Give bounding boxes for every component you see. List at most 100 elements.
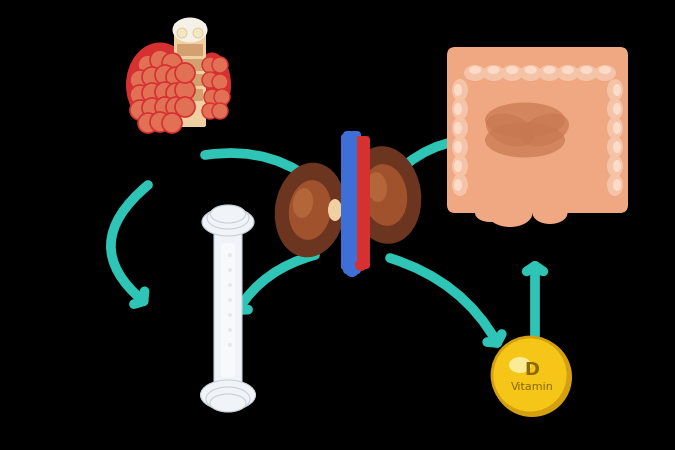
Circle shape [202, 103, 218, 119]
Circle shape [162, 113, 182, 133]
Ellipse shape [562, 66, 574, 74]
Circle shape [228, 313, 232, 317]
Circle shape [175, 63, 195, 83]
Circle shape [177, 28, 187, 38]
Circle shape [228, 328, 232, 332]
Circle shape [228, 343, 232, 347]
FancyBboxPatch shape [177, 59, 203, 71]
Ellipse shape [613, 122, 621, 134]
FancyBboxPatch shape [353, 136, 370, 269]
Ellipse shape [210, 394, 246, 412]
Ellipse shape [452, 155, 468, 177]
Ellipse shape [487, 199, 533, 227]
Circle shape [130, 100, 150, 120]
Circle shape [142, 98, 162, 118]
Ellipse shape [452, 136, 468, 158]
Ellipse shape [207, 207, 249, 229]
Circle shape [228, 283, 232, 287]
FancyBboxPatch shape [177, 44, 203, 56]
FancyBboxPatch shape [221, 243, 235, 377]
Circle shape [138, 113, 158, 133]
Circle shape [212, 103, 228, 119]
Ellipse shape [607, 136, 623, 158]
Ellipse shape [173, 18, 207, 42]
Ellipse shape [452, 98, 468, 120]
Ellipse shape [575, 65, 597, 81]
Ellipse shape [538, 65, 560, 81]
Ellipse shape [521, 113, 569, 147]
Circle shape [204, 89, 220, 105]
Ellipse shape [206, 387, 250, 411]
FancyBboxPatch shape [177, 89, 203, 101]
Ellipse shape [469, 66, 481, 74]
Ellipse shape [454, 84, 462, 96]
FancyBboxPatch shape [447, 47, 628, 213]
Ellipse shape [501, 65, 523, 81]
Text: D: D [524, 361, 539, 379]
Circle shape [166, 97, 186, 117]
Ellipse shape [607, 174, 623, 196]
Circle shape [212, 57, 228, 73]
Circle shape [166, 67, 186, 87]
FancyBboxPatch shape [214, 227, 242, 393]
Ellipse shape [520, 65, 542, 81]
Ellipse shape [367, 172, 387, 202]
Circle shape [175, 97, 195, 117]
Circle shape [130, 70, 150, 90]
Ellipse shape [452, 79, 468, 101]
Circle shape [202, 57, 218, 73]
Circle shape [228, 253, 232, 257]
FancyBboxPatch shape [174, 23, 206, 127]
Circle shape [155, 97, 175, 117]
Ellipse shape [557, 65, 579, 81]
Circle shape [150, 50, 170, 70]
FancyBboxPatch shape [343, 134, 357, 270]
Circle shape [150, 112, 170, 132]
Circle shape [212, 74, 228, 90]
Circle shape [492, 337, 572, 417]
Circle shape [355, 259, 367, 271]
Ellipse shape [613, 84, 621, 96]
Ellipse shape [607, 79, 623, 101]
FancyBboxPatch shape [343, 131, 361, 274]
Circle shape [345, 263, 359, 277]
Ellipse shape [485, 122, 565, 158]
FancyBboxPatch shape [177, 74, 203, 86]
Ellipse shape [202, 208, 254, 236]
Circle shape [228, 298, 232, 302]
Ellipse shape [475, 204, 505, 222]
Ellipse shape [486, 113, 534, 147]
Ellipse shape [454, 103, 462, 115]
Circle shape [155, 65, 175, 85]
Ellipse shape [509, 357, 531, 373]
Ellipse shape [454, 141, 462, 153]
Ellipse shape [580, 66, 593, 74]
Circle shape [142, 67, 162, 87]
Ellipse shape [613, 141, 621, 153]
Circle shape [492, 337, 568, 413]
Ellipse shape [613, 179, 621, 191]
Circle shape [228, 268, 232, 272]
Ellipse shape [193, 53, 231, 117]
Ellipse shape [452, 117, 468, 139]
Ellipse shape [607, 155, 623, 177]
Ellipse shape [211, 205, 246, 223]
Ellipse shape [452, 174, 468, 196]
Ellipse shape [349, 146, 421, 244]
Ellipse shape [293, 188, 313, 218]
Ellipse shape [200, 380, 256, 410]
Text: Vitamin: Vitamin [510, 382, 554, 392]
Ellipse shape [599, 66, 611, 74]
Ellipse shape [454, 122, 462, 134]
Circle shape [166, 83, 186, 103]
Ellipse shape [543, 66, 556, 74]
FancyBboxPatch shape [341, 134, 355, 270]
Ellipse shape [289, 180, 331, 240]
Ellipse shape [607, 117, 623, 139]
Ellipse shape [454, 160, 462, 172]
Circle shape [142, 83, 162, 103]
Ellipse shape [275, 163, 346, 257]
Circle shape [193, 28, 203, 38]
Circle shape [155, 82, 175, 102]
Ellipse shape [524, 66, 537, 74]
